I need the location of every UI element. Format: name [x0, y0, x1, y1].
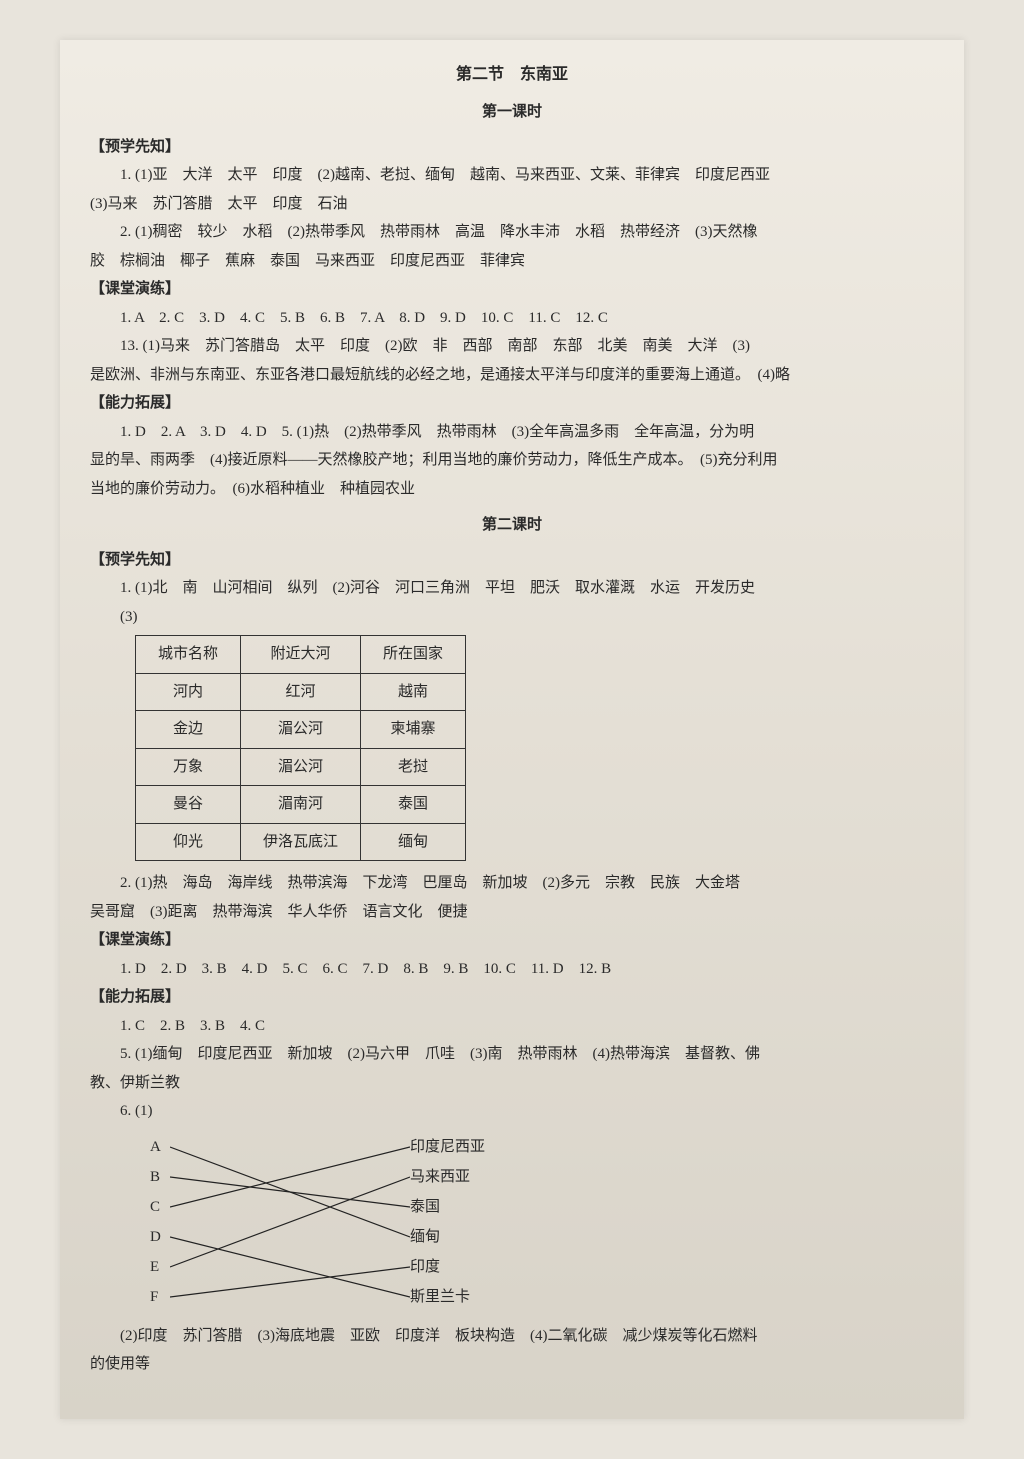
p2-ability-l1: 1. C 2. B 3. B 4. C: [90, 1012, 934, 1041]
ability-heading-2: 【能力拓展】: [90, 983, 934, 1012]
table-row: 曼谷 湄南河 泰国: [136, 786, 466, 824]
p1-preview-l3: 2. (1)稠密 较少 水稻 (2)热带季风 热带雨林 高温 降水丰沛 水稻 热…: [90, 218, 934, 247]
p1-preview-l4: 胶 棕榈油 椰子 蕉麻 泰国 马来西亚 印度尼西亚 菲律宾: [90, 247, 934, 276]
period-2-title: 第二课时: [90, 511, 934, 540]
table-row: 金边 湄公河 柬埔寨: [136, 711, 466, 749]
match-left-item: F: [150, 1282, 161, 1312]
table-row: 河内 红河 越南: [136, 673, 466, 711]
match-left-item: D: [150, 1222, 161, 1252]
match-right-item: 泰国: [410, 1192, 485, 1222]
match-left-item: E: [150, 1252, 161, 1282]
p1-class-l2: 13. (1)马来 苏门答腊岛 太平 印度 (2)欧 非 西部 南部 东部 北美…: [90, 332, 934, 361]
th-river: 附近大河: [241, 636, 361, 674]
page: 第二节 东南亚 第一课时 【预学先知】 1. (1)亚 大洋 太平 印度 (2)…: [60, 40, 964, 1419]
p1-preview-l2: (3)马来 苏门答腊 太平 印度 石油: [90, 190, 934, 219]
p2-ability-l3: 教、伊斯兰教: [90, 1069, 934, 1098]
match-right-item: 印度: [410, 1252, 485, 1282]
table-header-row: 城市名称 附近大河 所在国家: [136, 636, 466, 674]
p1-class-l1: 1. A 2. C 3. D 4. C 5. B 6. B 7. A 8. D …: [90, 304, 934, 333]
matching-diagram: A B C D E F 印度尼西亚 马来西亚 泰国 缅甸 印度 斯里兰卡: [150, 1132, 570, 1312]
th-city: 城市名称: [136, 636, 241, 674]
city-river-table: 城市名称 附近大河 所在国家 河内 红河 越南 金边 湄公河 柬埔寨 万象 湄公…: [135, 635, 466, 861]
match-left-column: A B C D E F: [150, 1132, 161, 1312]
match-left-item: C: [150, 1192, 161, 1222]
p1-ability-l2: 显的旱、雨两季 (4)接近原料——天然橡胶产地；利用当地的廉价劳动力，降低生产成…: [90, 446, 934, 475]
table-row: 万象 湄公河 老挝: [136, 748, 466, 786]
match-right-item: 马来西亚: [410, 1162, 485, 1192]
p1-preview-l1: 1. (1)亚 大洋 太平 印度 (2)越南、老挝、缅甸 越南、马来西亚、文莱、…: [90, 161, 934, 190]
p2-ability-l2: 5. (1)缅甸 印度尼西亚 新加坡 (2)马六甲 爪哇 (3)南 热带雨林 (…: [90, 1040, 934, 1069]
p1-class-l3: 是欧洲、非洲与东南亚、东亚各港口最短航线的必经之地，是通接太平洋与印度洋的重要海…: [90, 361, 934, 390]
period-1-title: 第一课时: [90, 98, 934, 127]
p2-preview2-l2: 吴哥窟 (3)距离 热带海滨 华人华侨 语言文化 便捷: [90, 898, 934, 927]
match-left-item: A: [150, 1132, 161, 1162]
p2-class-l1: 1. D 2. D 3. B 4. D 5. C 6. C 7. D 8. B …: [90, 955, 934, 984]
p2-preview2-l1: 2. (1)热 海岛 海岸线 热带滨海 下龙湾 巴厘岛 新加坡 (2)多元 宗教…: [90, 869, 934, 898]
p2-ability-l4: 6. (1): [90, 1097, 934, 1126]
match-left-item: B: [150, 1162, 161, 1192]
match-lines-svg: [170, 1132, 410, 1312]
classroom-heading-1: 【课堂演练】: [90, 275, 934, 304]
preview-heading-1: 【预学先知】: [90, 133, 934, 162]
p2-preview-l2: (3): [90, 603, 934, 632]
section-title: 第二节 东南亚: [90, 60, 934, 90]
p1-ability-l3: 当地的廉价劳动力。 (6)水稻种植业 种植园农业: [90, 475, 934, 504]
match-right-item: 斯里兰卡: [410, 1282, 485, 1312]
preview-heading-2: 【预学先知】: [90, 546, 934, 575]
ability-heading-1: 【能力拓展】: [90, 389, 934, 418]
match-right-column: 印度尼西亚 马来西亚 泰国 缅甸 印度 斯里兰卡: [410, 1132, 485, 1312]
p2-ability2-l1: (2)印度 苏门答腊 (3)海底地震 亚欧 印度洋 板块构造 (4)二氧化碳 减…: [90, 1322, 934, 1351]
match-right-item: 印度尼西亚: [410, 1132, 485, 1162]
table-row: 仰光 伊洛瓦底江 缅甸: [136, 823, 466, 861]
p2-preview-l1: 1. (1)北 南 山河相间 纵列 (2)河谷 河口三角洲 平坦 肥沃 取水灌溉…: [90, 574, 934, 603]
p1-ability-l1: 1. D 2. A 3. D 4. D 5. (1)热 (2)热带季风 热带雨林…: [90, 418, 934, 447]
th-country: 所在国家: [361, 636, 466, 674]
match-right-item: 缅甸: [410, 1222, 485, 1252]
classroom-heading-2: 【课堂演练】: [90, 926, 934, 955]
